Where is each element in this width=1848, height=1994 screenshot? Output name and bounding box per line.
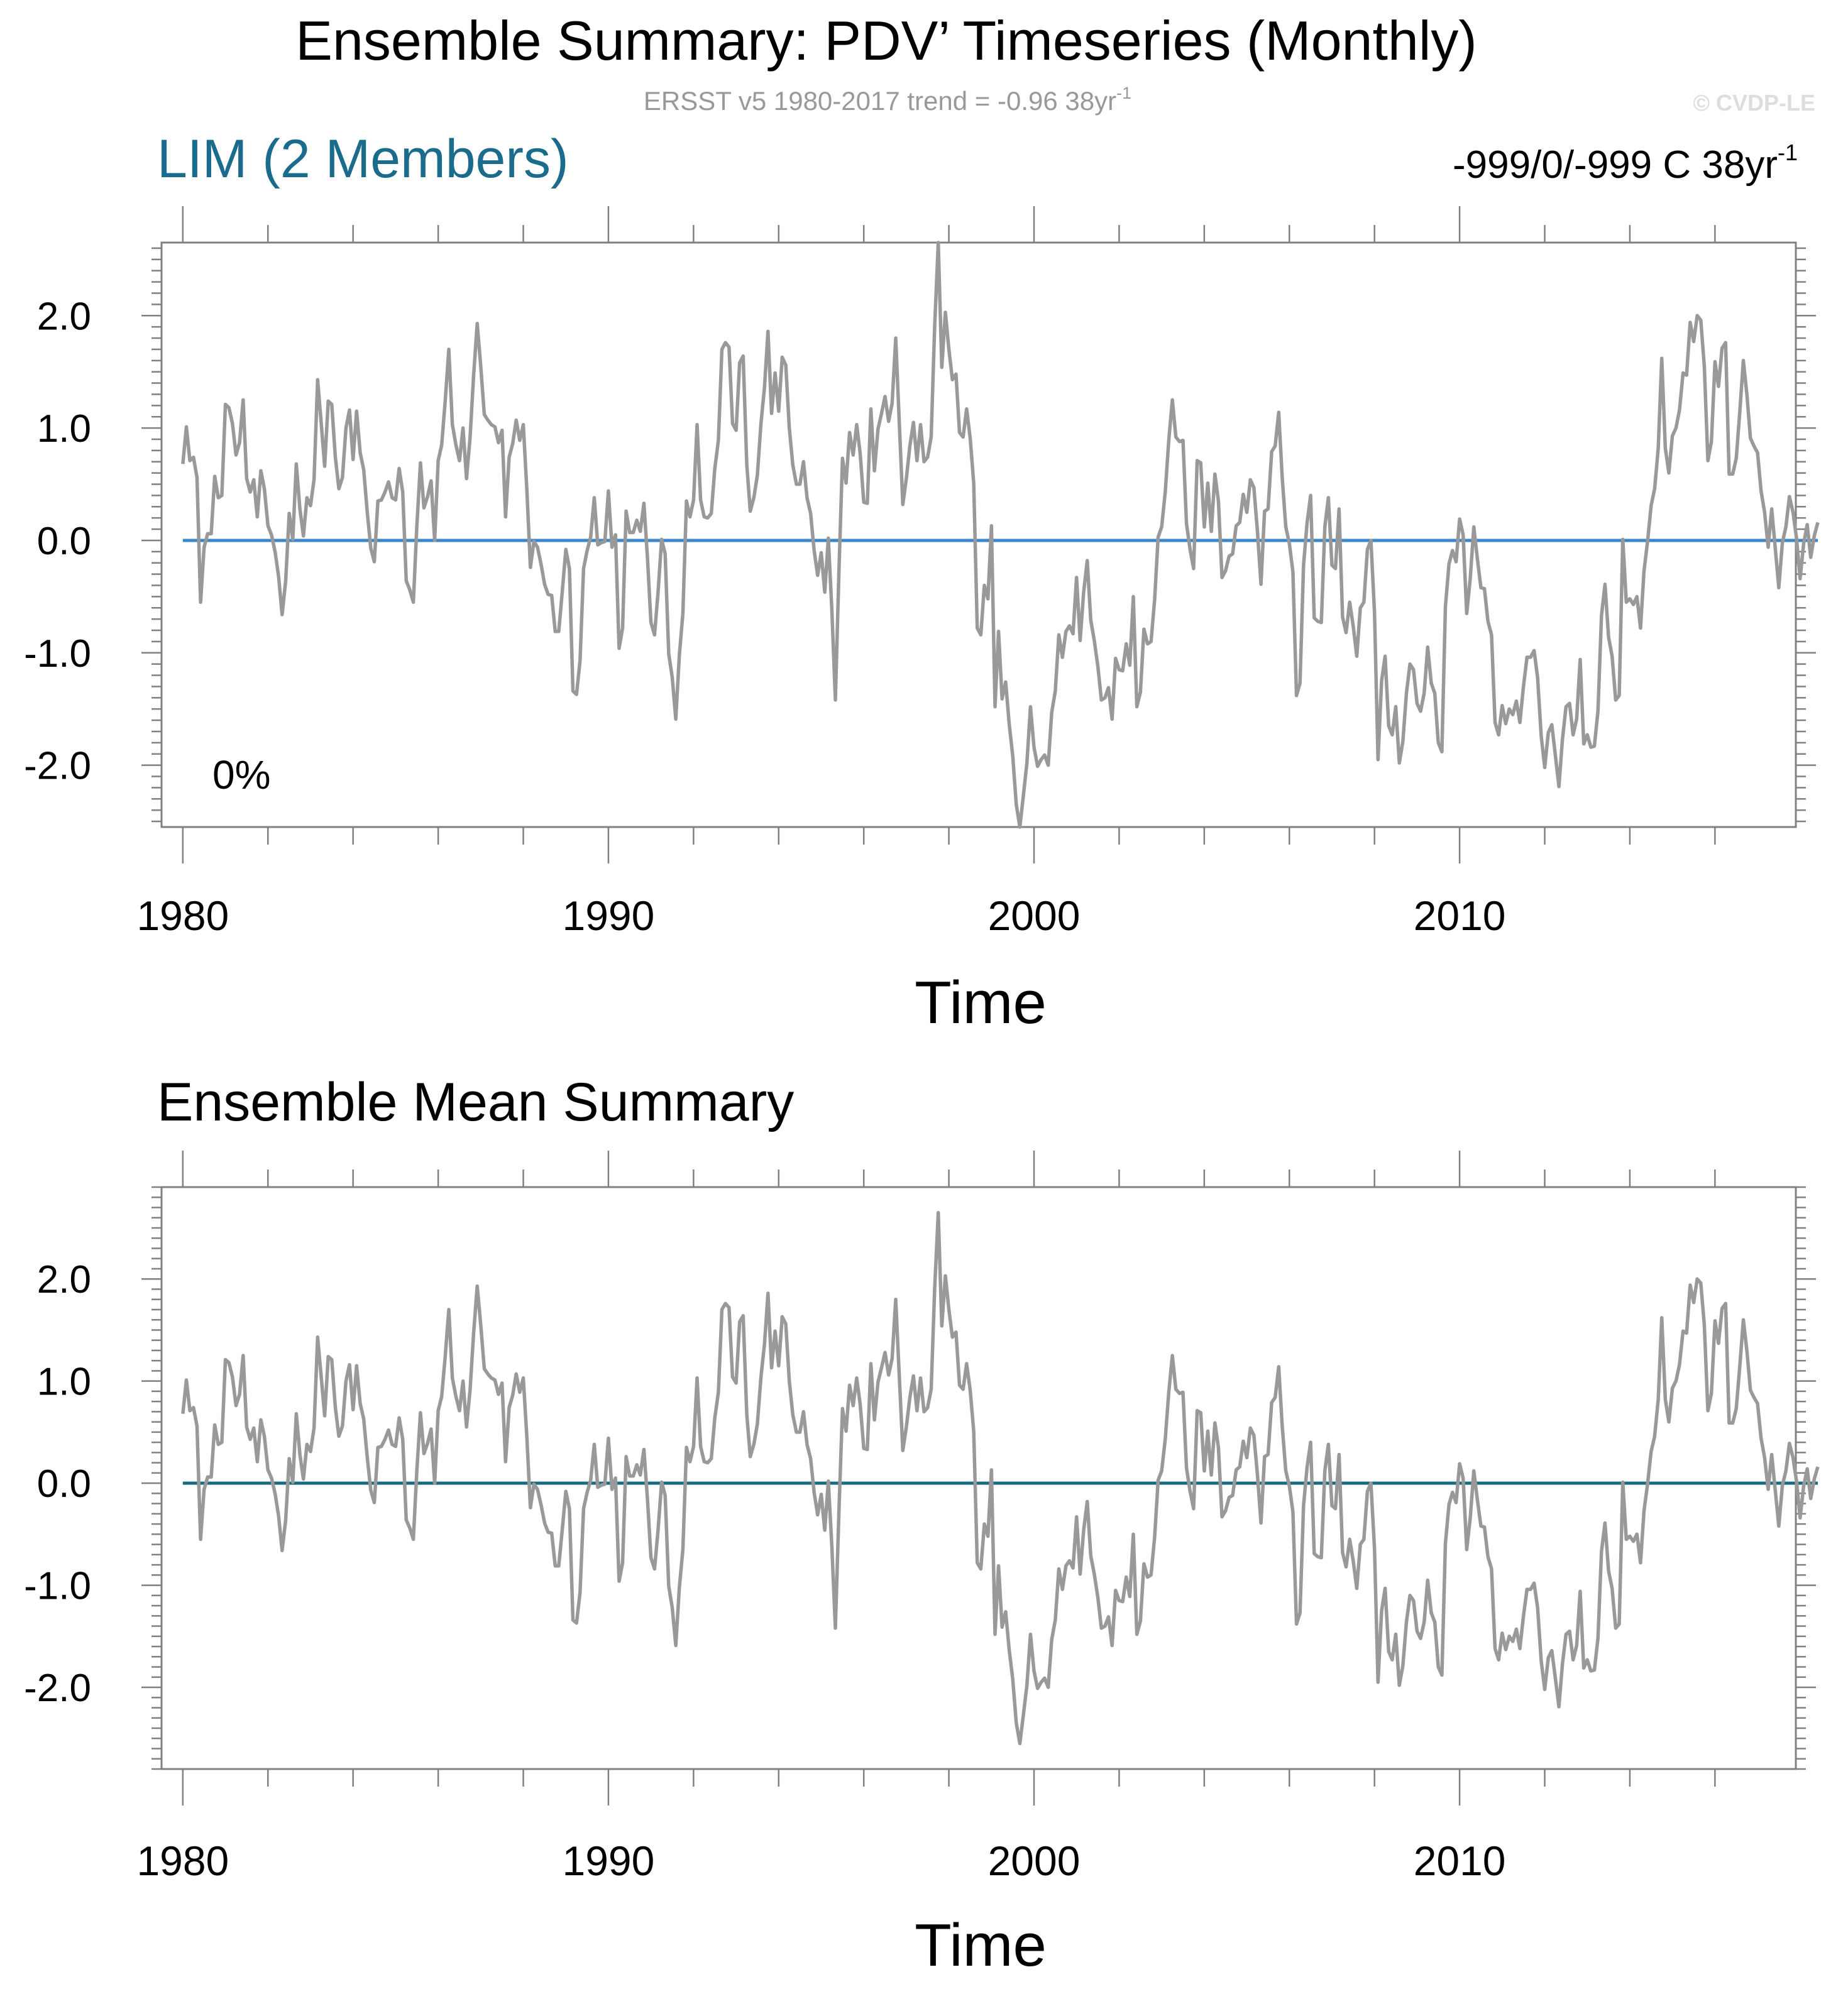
top-y-tick-labels: 2.0 1.0 0.0 -1.0 -2.0 xyxy=(24,295,91,787)
x-tick-label: 1990 xyxy=(563,892,655,939)
y-tick-label: 1.0 xyxy=(37,407,91,451)
x-tick-label: 1980 xyxy=(136,892,229,939)
x-tick-label: 2000 xyxy=(988,1838,1081,1884)
y-tick-label: -1.0 xyxy=(24,1565,91,1608)
y-tick-label: 1.0 xyxy=(37,1361,91,1404)
y-tick-label: 2.0 xyxy=(37,1258,91,1301)
top-series-line xyxy=(181,241,1820,829)
bottom-series-line xyxy=(181,1210,1820,1746)
bottom-plot-frame xyxy=(160,1186,1797,1770)
bottom-panel-label: Ensemble Mean Summary xyxy=(157,1072,794,1132)
panel-top: LIM (2 Members) -999/0/-999 C 38yr-1 2.0… xyxy=(24,129,1820,1036)
top-x-axis-label: Time xyxy=(915,969,1047,1036)
y-tick-label: -2.0 xyxy=(24,1667,91,1710)
top-x-tick-labels: 1980 1990 2000 2010 xyxy=(136,892,1505,939)
y-tick-label: -2.0 xyxy=(24,745,91,788)
top-plot-frame xyxy=(160,241,1797,828)
trend-sup: -1 xyxy=(1778,140,1798,165)
watermark: © CVDP-LE xyxy=(1693,90,1815,116)
y-tick-label: 0.0 xyxy=(37,1462,91,1506)
y-tick-label: 2.0 xyxy=(37,295,91,338)
subtitle-sup: -1 xyxy=(1116,84,1131,102)
panel-bottom: Ensemble Mean Summary 2.01.00.0-1.0-2.0 … xyxy=(24,1072,1820,1979)
figure-subtitle: ERSST v5 1980-2017 trend = -0.96 38yr-1 xyxy=(644,84,1131,116)
x-tick-label: 2010 xyxy=(1414,1838,1506,1884)
x-tick-label: 2010 xyxy=(1414,892,1506,939)
bottom-x-axis-label: Time xyxy=(915,1912,1047,1979)
trend-base: -999/0/-999 C 38yr xyxy=(1453,143,1778,187)
subtitle-base: ERSST v5 1980-2017 trend = -0.96 38yr xyxy=(644,86,1116,116)
x-tick-label: 2000 xyxy=(988,892,1081,939)
top-panel-label: LIM (2 Members) xyxy=(157,129,569,189)
y-tick-label: -1.0 xyxy=(24,632,91,676)
bottom-axis-ticks xyxy=(141,1151,1816,1805)
x-tick-label: 1990 xyxy=(563,1838,655,1884)
y-tick-label: 0.0 xyxy=(37,520,91,563)
top-percent-annotation: 0% xyxy=(212,752,271,797)
bottom-y-tick-labels: 2.0 1.0 0.0 -1.0 -2.0 xyxy=(24,1258,91,1710)
figure-title: Ensemble Summary: PDV’ Timeseries (Month… xyxy=(295,9,1477,72)
top-panel-trend-label: -999/0/-999 C 38yr-1 xyxy=(1453,140,1798,187)
bottom-x-tick-labels: 1980 1990 2000 2010 xyxy=(136,1838,1505,1884)
top-axis-ticks xyxy=(141,206,1816,863)
x-tick-label: 1980 xyxy=(136,1838,229,1884)
